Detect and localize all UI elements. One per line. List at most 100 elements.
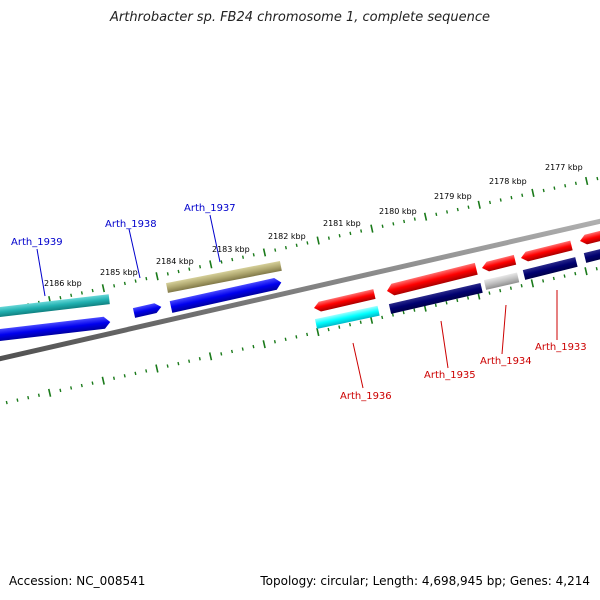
ruler-tick: [5, 400, 8, 405]
ruler-tick: [241, 255, 245, 259]
ruler-tick: [59, 388, 62, 393]
kbp-label: 2180 kbp: [379, 207, 417, 216]
ruler-tick: [466, 296, 470, 300]
ruler-tick: [467, 205, 470, 209]
gene-arth-1939-feature[interactable]: [0, 294, 110, 319]
ruler-tick: [113, 284, 116, 288]
ruler-tick: [101, 284, 106, 293]
gene-arth-1935-arrow[interactable]: [386, 262, 478, 297]
gene-arth-1933-arrow[interactable]: [520, 240, 573, 263]
gene-arth-1934-arrow[interactable]: [481, 254, 517, 273]
ruler-tick: [542, 188, 545, 193]
ruler-tick: [145, 369, 148, 373]
ruler-tick: [402, 310, 405, 315]
ruler-tick: [521, 193, 524, 197]
gene-label-arth-1939[interactable]: Arth_1939: [11, 237, 63, 248]
ruler-tick: [27, 395, 30, 400]
gene-arth-1935-feature[interactable]: [388, 282, 483, 314]
ruler-tick: [520, 284, 523, 288]
ruler-tick: [542, 279, 545, 283]
ruler-tick: [177, 361, 180, 366]
ruler-tick: [338, 234, 341, 238]
ruler-tick: [123, 281, 126, 286]
ruler-tick: [208, 352, 213, 361]
ruler-tick: [59, 295, 62, 300]
ruler-tick: [392, 222, 395, 226]
ruler-tick: [413, 308, 416, 312]
gene-edge-feature[interactable]: [583, 247, 600, 263]
label-leaders: [36, 214, 558, 389]
kbp-label: 2184 kbp: [156, 257, 194, 266]
upper-tick-ruler: [5, 176, 599, 312]
ruler-tick: [574, 181, 577, 186]
ruler-tick: [295, 243, 298, 248]
kbp-label: 2186 kbp: [44, 279, 82, 288]
ruler-tick: [241, 347, 244, 351]
ruler-tick: [563, 274, 566, 278]
ruler-tick: [348, 322, 352, 327]
ruler-tick: [499, 198, 502, 202]
ruler-tick: [381, 224, 384, 228]
gene-arth-1937-feature[interactable]: [166, 260, 282, 293]
ruler-tick: [16, 398, 19, 402]
ruler-tick: [477, 200, 481, 209]
ruler-tick: [273, 340, 276, 344]
ruler-tick: [198, 357, 201, 361]
ruler-tick: [338, 325, 341, 329]
gene-arth-1939-arrow[interactable]: [0, 316, 111, 343]
gene-label-arth-1935[interactable]: Arth_1935: [424, 370, 476, 381]
ruler-tick: [327, 236, 330, 240]
ruler-tick: [220, 352, 223, 356]
gene-arth-1937-arrow[interactable]: [169, 277, 283, 313]
ruler-tick: [188, 359, 191, 363]
ruler-tick: [574, 271, 577, 276]
ruler-tick: [391, 313, 394, 317]
ruler-tick: [584, 176, 589, 186]
gene-label-arth-1937[interactable]: Arth_1937: [184, 203, 236, 214]
ruler-tick: [112, 376, 116, 380]
gene-label-arth-1934[interactable]: Arth_1934: [480, 356, 532, 367]
reverse-strand-genes: [313, 228, 600, 329]
ruler-tick: [423, 212, 428, 221]
genome-summary-text: Topology: circular; Length: 4,698,945 bp…: [260, 574, 590, 588]
kbp-labels: 2177 kbp 2178 kbp 2179 kbp 2180 kbp 2181…: [44, 163, 583, 288]
gene-edge-arrow[interactable]: [579, 228, 600, 246]
ruler-tick: [123, 374, 126, 378]
kbp-label: 2181 kbp: [323, 219, 361, 228]
ruler-tick: [349, 231, 352, 236]
gene-label-arth-1938[interactable]: Arth_1938: [105, 219, 157, 230]
gene-label-arth-1936[interactable]: Arth_1936: [340, 391, 392, 402]
ruler-tick: [531, 188, 535, 197]
ruler-tick: [231, 257, 234, 262]
ruler-tick: [252, 253, 255, 257]
ruler-tick: [262, 340, 266, 349]
ruler-tick: [295, 335, 298, 339]
gene-arth-1938-arrow[interactable]: [132, 302, 163, 318]
ruler-tick: [230, 349, 234, 354]
gene-arth-1936-arrow[interactable]: [313, 289, 376, 313]
ruler-tick: [274, 248, 277, 252]
gene-arth-1933-feature[interactable]: [522, 257, 578, 280]
kbp-label: 2178 kbp: [489, 177, 527, 186]
ruler-tick: [134, 371, 137, 376]
kbp-label: 2183 kbp: [212, 245, 250, 254]
kbp-label: 2185 kbp: [100, 268, 138, 277]
ruler-tick: [145, 276, 148, 281]
ruler-tick: [360, 229, 363, 233]
gene-arth-1934-feature[interactable]: [483, 272, 520, 290]
ruler-tick: [381, 315, 384, 320]
ruler-tick: [134, 279, 137, 283]
gene-label-arth-1933[interactable]: Arth_1933: [535, 342, 587, 353]
gene-arth-1936-feature[interactable]: [314, 305, 380, 329]
ruler-tick: [177, 269, 180, 274]
accession-text: Accession: NC_008541: [9, 574, 146, 588]
ruler-tick: [488, 291, 491, 295]
ruler-tick: [316, 236, 320, 245]
chromosome-backbone: [0, 218, 600, 362]
ruler-tick: [199, 265, 202, 269]
ruler-tick: [252, 344, 255, 349]
ruler-tick: [499, 288, 502, 293]
ruler-tick: [284, 245, 287, 250]
ruler-tick: [553, 186, 556, 190]
ruler-tick: [220, 260, 223, 264]
